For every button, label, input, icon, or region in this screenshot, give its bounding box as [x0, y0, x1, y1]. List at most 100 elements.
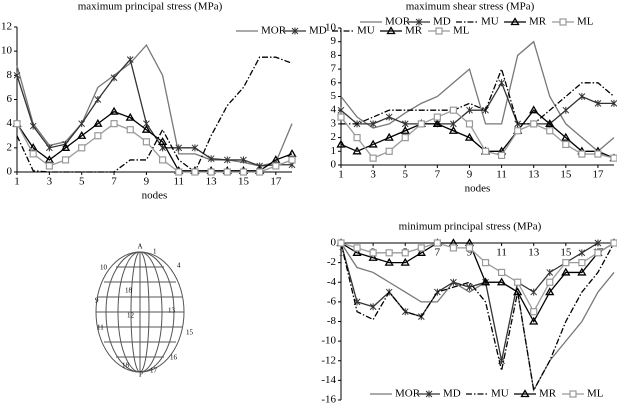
y-tick-label: 0 — [331, 237, 337, 249]
marker — [559, 18, 567, 26]
marker — [13, 120, 21, 128]
marker — [464, 132, 475, 141]
marker — [400, 125, 410, 134]
marker — [545, 119, 555, 128]
y-tick-label: 6 — [331, 76, 337, 88]
x-tick-label: 7 — [435, 247, 441, 259]
marker — [529, 105, 539, 114]
marker — [561, 132, 571, 141]
marker — [578, 93, 586, 100]
marker — [126, 56, 134, 64]
chart-title: maximum principal stress (MPa) — [78, 1, 223, 13]
marker — [562, 140, 570, 149]
marker — [594, 239, 602, 247]
marker — [125, 112, 135, 121]
marker — [514, 127, 522, 135]
node-label: A — [137, 243, 142, 251]
x-tick-label: 11 — [496, 247, 507, 259]
marker — [61, 156, 70, 164]
marker — [385, 113, 393, 121]
legend-label: MR — [539, 388, 557, 400]
marker — [384, 257, 394, 266]
marker — [577, 267, 587, 276]
chart-title: minimum principal stress (MPa) — [399, 221, 542, 233]
y-tick-label: 4 — [7, 117, 13, 129]
marker — [368, 252, 378, 261]
marker — [272, 162, 280, 170]
x-axis-label: nodes — [142, 190, 168, 202]
x-tick-label: 5 — [402, 169, 408, 181]
marker — [45, 162, 53, 170]
marker — [256, 168, 264, 176]
egg-diagram — [95, 251, 185, 373]
marker — [530, 120, 538, 128]
node-label: 12 — [127, 312, 135, 320]
y-tick-label: -2 — [327, 256, 336, 268]
marker — [610, 239, 617, 247]
marker — [466, 106, 473, 114]
y-tick-label: 0 — [7, 166, 13, 178]
series-line — [340, 109, 615, 159]
marker — [288, 156, 296, 164]
x-tick-label: 17 — [270, 176, 282, 188]
y-tick-label: 3 — [331, 117, 337, 129]
marker — [45, 144, 53, 152]
y-tick-label: 9 — [331, 35, 337, 47]
marker — [369, 154, 377, 162]
legend-label: MU — [491, 388, 509, 400]
legend-label: MOR — [395, 388, 421, 400]
marker — [546, 268, 554, 276]
marker — [416, 248, 426, 256]
legend-label: MU — [357, 25, 375, 37]
marker — [578, 150, 586, 158]
marker — [109, 106, 119, 115]
x-axis-label: nodes — [465, 183, 491, 195]
y-tick-label: 5 — [331, 90, 337, 102]
marker — [29, 150, 37, 158]
node-label: 16 — [170, 354, 178, 362]
x-tick-label: 1 — [338, 169, 344, 181]
y-tick-label: -16 — [321, 394, 336, 403]
marker — [29, 122, 37, 130]
marker — [480, 277, 491, 286]
y-tick-label: 10 — [1, 45, 13, 57]
x-tick-label: 3 — [47, 176, 53, 188]
marker — [78, 144, 86, 152]
x-tick-label: 17 — [592, 169, 604, 181]
marker — [207, 168, 215, 176]
marker — [385, 249, 393, 257]
marker — [110, 74, 118, 82]
y-tick-label: -14 — [321, 374, 336, 386]
y-tick-label: 10 — [325, 22, 337, 34]
x-tick-label: 11 — [173, 176, 184, 188]
marker — [337, 239, 345, 247]
marker — [126, 126, 134, 134]
marker — [610, 154, 617, 162]
legend-label: MR — [529, 16, 547, 28]
node-label: 9 — [95, 297, 99, 305]
marker — [498, 79, 505, 87]
x-tick-label: 7 — [435, 169, 441, 181]
marker — [569, 390, 577, 398]
marker — [223, 156, 231, 164]
y-tick-label: -4 — [327, 276, 337, 288]
node-label: P — [139, 371, 143, 379]
marker — [496, 277, 507, 286]
x-tick-label: 7 — [111, 176, 117, 188]
series-line — [16, 43, 293, 167]
x-tick-label: 15 — [560, 169, 572, 181]
marker — [352, 248, 362, 256]
x-tick-label: 15 — [560, 247, 572, 259]
marker — [546, 127, 554, 135]
series-line — [16, 110, 293, 172]
x-tick-label: 9 — [467, 247, 473, 259]
y-tick-label: 2 — [331, 131, 337, 143]
marker — [158, 156, 167, 164]
marker — [223, 168, 231, 176]
marker — [465, 244, 474, 252]
y-tick-label: 1 — [331, 145, 337, 157]
marker — [287, 149, 297, 158]
series-line — [340, 242, 615, 393]
y-tick-label: 6 — [7, 93, 13, 105]
legend-label: MOR — [261, 25, 287, 37]
